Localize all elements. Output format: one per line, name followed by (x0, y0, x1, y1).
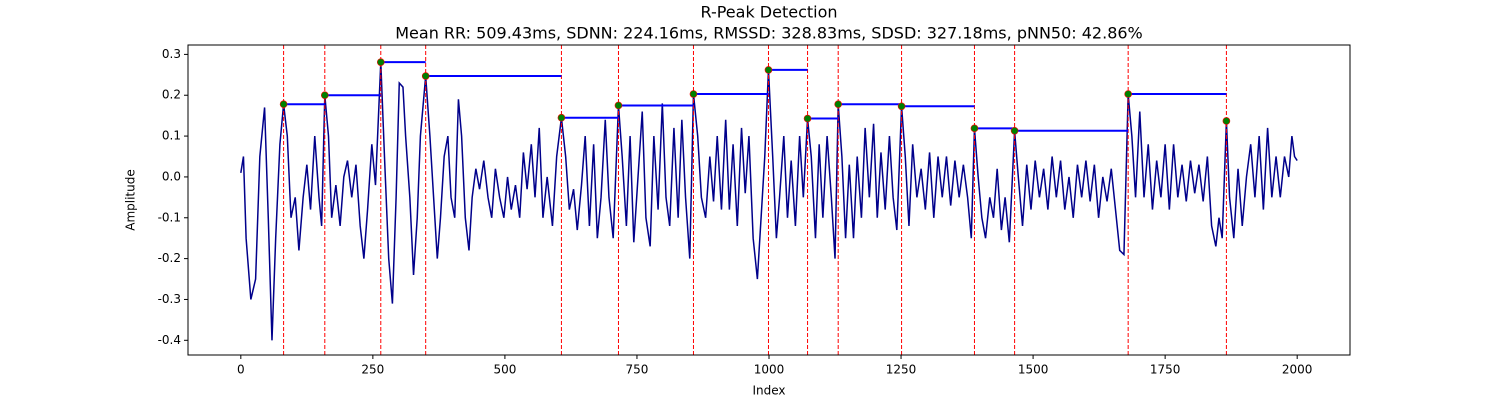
peak-marker (764, 66, 773, 74)
x-tick-label: 1750 (1150, 363, 1181, 377)
y-axis-label: Amplitude (124, 169, 138, 231)
peak-marker (376, 58, 385, 66)
signal-line (240, 62, 1298, 341)
peak-marker (1010, 126, 1019, 135)
x-tick-label: 2000 (1282, 363, 1313, 377)
chart-title: R-Peak Detection (700, 3, 837, 22)
x-tick-label: 250 (361, 363, 384, 377)
plot-frame (187, 44, 1351, 356)
x-tick-label: 500 (493, 363, 516, 377)
peak-marker (614, 101, 623, 110)
x-tick-label: 1500 (1018, 363, 1049, 377)
peak-marker (421, 72, 430, 80)
peak-marker (897, 102, 906, 111)
peak-marker (1124, 90, 1132, 98)
chart-subtitle: Mean RR: 509.43ms, SDNN: 224.16ms, RMSSD… (395, 24, 1143, 43)
x-tick-label: 1250 (886, 363, 917, 377)
peak-marker (689, 90, 698, 98)
x-tick-label: 0 (237, 363, 245, 377)
x-axis-label: Index (752, 384, 785, 398)
peak-marker (834, 100, 842, 109)
y-tick-label: 0.0 (162, 169, 181, 183)
y-tick-label: -0.1 (158, 210, 181, 224)
y-tick-label: -0.3 (158, 292, 181, 306)
x-tick-label: 750 (626, 363, 649, 377)
y-tick-label: 0.2 (162, 88, 181, 102)
peak-marker (803, 114, 812, 123)
peak-marker (279, 100, 288, 109)
peak-marker (320, 91, 329, 100)
peak-marker (557, 113, 566, 122)
peak-marker (1222, 117, 1231, 125)
y-tick-label: -0.2 (158, 251, 181, 265)
y-tick-label: 0.3 (162, 47, 181, 61)
y-tick-label: 0.1 (162, 129, 181, 143)
y-tick-label: -0.4 (158, 333, 181, 347)
x-tick-label: 1000 (754, 363, 785, 377)
peak-marker (970, 124, 979, 133)
